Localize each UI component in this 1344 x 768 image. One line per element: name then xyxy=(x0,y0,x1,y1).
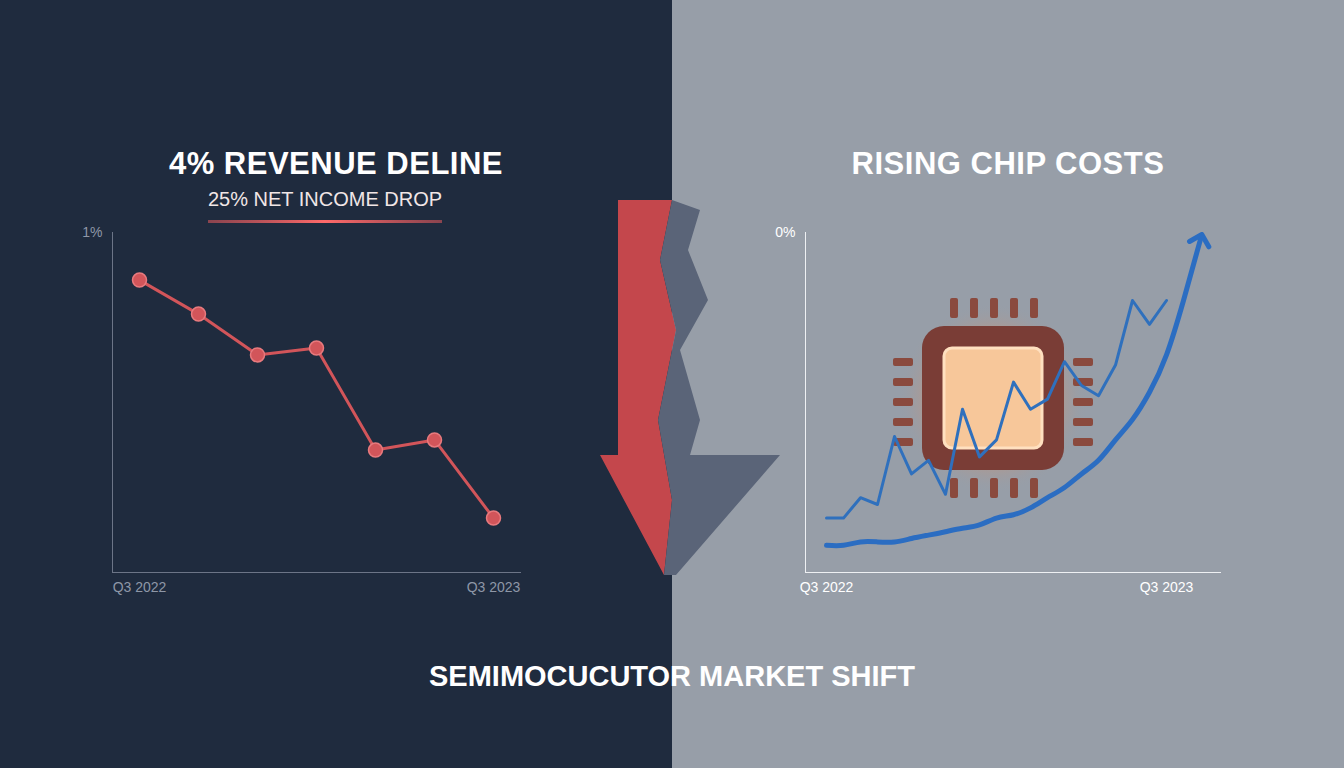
svg-text:Q3 2022: Q3 2022 xyxy=(113,579,167,595)
svg-text:0%: 0% xyxy=(775,224,795,240)
svg-text:Q3 2023: Q3 2023 xyxy=(467,579,521,595)
svg-text:Q3 2023: Q3 2023 xyxy=(1140,579,1194,595)
svg-text:Q3 2022: Q3 2022 xyxy=(800,579,854,595)
html-text:4% REVENUE DELINE: 4% REVENUE DELINE xyxy=(169,146,503,181)
html-text:RISING CHIP COSTS: RISING CHIP COSTS xyxy=(851,146,1165,181)
svg-text:1%: 1% xyxy=(82,224,102,240)
html-text:25% NET INCOME DROP: 25% NET INCOME DROP xyxy=(207,188,443,210)
html-text:SEMIMOCUCUTOR MARKET SHIFT: SEMIMOCUCUTOR MARKET SHIFT xyxy=(429,660,915,692)
